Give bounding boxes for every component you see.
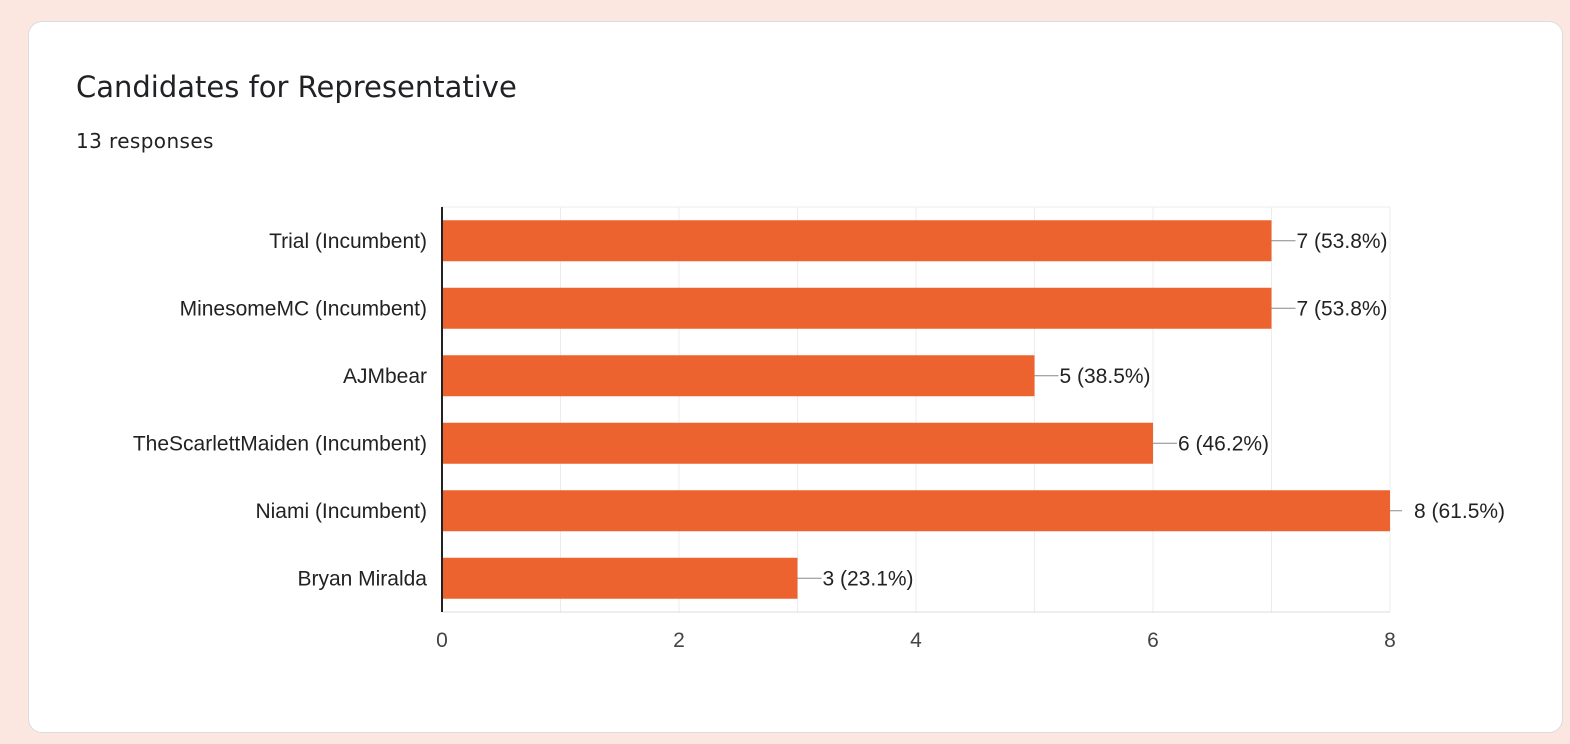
data-label: 6 (46.2%) bbox=[1178, 432, 1269, 455]
x-tick-label: 6 bbox=[1147, 629, 1159, 652]
category-label: TheScarlettMaiden (Incumbent) bbox=[133, 432, 427, 455]
x-tick-label: 8 bbox=[1384, 629, 1396, 652]
x-tick-label: 4 bbox=[910, 629, 922, 652]
data-label: 7 (53.8%) bbox=[1297, 297, 1388, 320]
data-label: 7 (53.8%) bbox=[1297, 230, 1388, 253]
category-label: MinesomeMC (Incumbent) bbox=[180, 297, 427, 320]
bar bbox=[442, 220, 1272, 262]
category-label: Bryan Miralda bbox=[297, 567, 427, 590]
bar bbox=[442, 355, 1035, 397]
category-label: Trial (Incumbent) bbox=[269, 230, 427, 253]
bar bbox=[442, 422, 1153, 464]
data-label: 5 (38.5%) bbox=[1060, 365, 1151, 388]
category-label: AJMbear bbox=[343, 365, 427, 388]
data-label: 3 (23.1%) bbox=[823, 567, 914, 590]
x-tick-label: 0 bbox=[436, 629, 448, 652]
category-label: Niami (Incumbent) bbox=[255, 500, 427, 523]
bar bbox=[442, 490, 1390, 532]
response-count: 13 responses bbox=[76, 129, 214, 153]
x-tick-label: 2 bbox=[673, 629, 685, 652]
data-label: 8 (61.5%) bbox=[1414, 500, 1505, 523]
question-title: Candidates for Representative bbox=[76, 70, 517, 104]
bar bbox=[442, 287, 1272, 329]
bar bbox=[442, 557, 798, 599]
